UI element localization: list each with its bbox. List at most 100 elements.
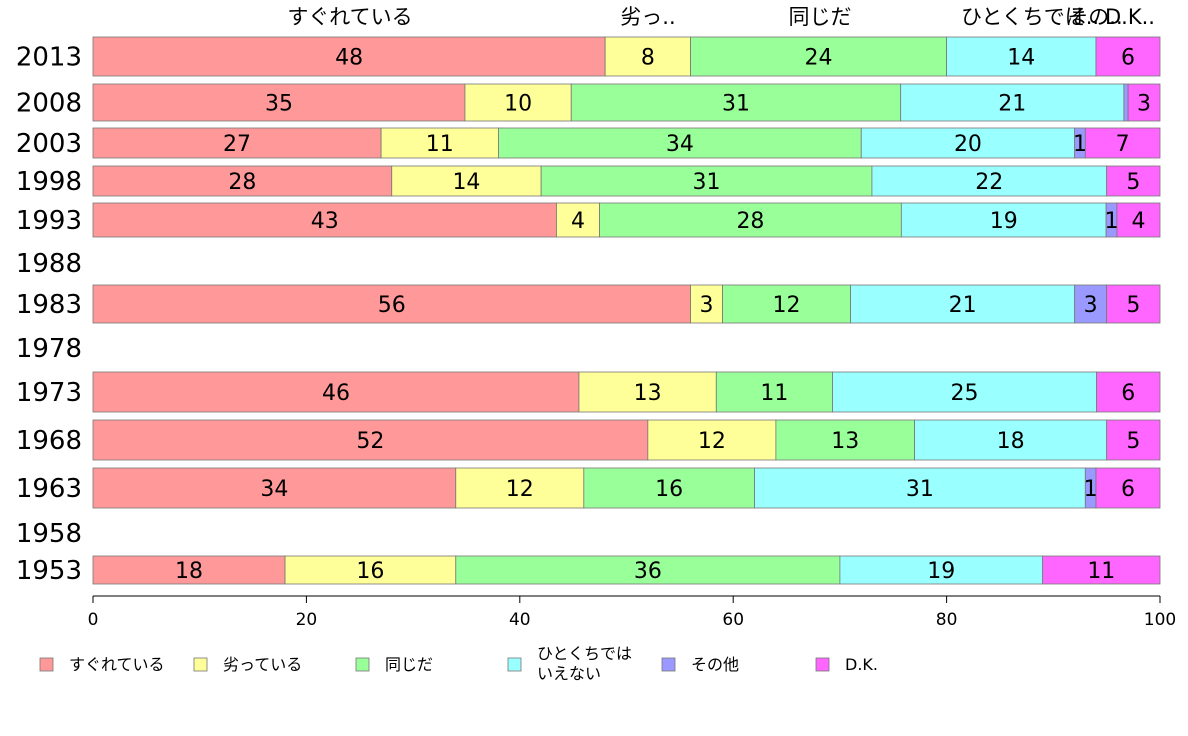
data-label: 1 [1073,132,1087,157]
year-label: 1998 [16,167,82,197]
data-label: 3 [1084,293,1098,318]
data-label: 19 [927,559,955,584]
bar-segment [722,284,851,324]
data-label: 11 [760,381,788,406]
year-label: 2013 [16,43,82,73]
year-label: 1953 [16,556,82,586]
data-label: 34 [260,477,288,502]
bar-segment [946,36,1097,77]
bar-segment [1106,165,1161,197]
bar-segment [1106,419,1161,461]
data-label: 31 [722,92,750,117]
top-label: 劣っ.. [620,5,675,29]
data-label: 5 [1126,170,1140,195]
bar-segment [850,284,1076,324]
bar-segment [1042,555,1161,585]
data-label: 5 [1126,293,1140,318]
bar-segment [1095,467,1161,509]
bar-segment [715,371,833,413]
year-label: 1978 [16,334,82,364]
bar-segment [599,202,902,238]
legend-swatch [507,657,522,672]
data-label: 12 [698,429,726,454]
data-label: 20 [954,132,982,157]
data-label: 25 [951,381,979,406]
data-label: 6 [1121,477,1135,502]
bar-segment [647,419,777,461]
data-label: 22 [975,170,1003,195]
data-label: 18 [175,559,203,584]
data-label: 21 [949,293,977,318]
data-label: 28 [736,209,764,234]
bar-segment [92,284,691,324]
data-label: 12 [773,293,801,318]
data-label: 8 [641,46,655,71]
bar-segment [900,202,1107,238]
top-label: その.. [1067,5,1122,29]
bar-segment [578,371,717,413]
data-label: 14 [452,170,480,195]
top-label: D.K.. [1105,5,1155,29]
data-label: 34 [666,132,694,157]
bar-segment [871,165,1108,197]
data-label: 13 [831,429,859,454]
data-label: 11 [1087,559,1115,584]
legend-label: D.K. [845,655,878,674]
data-label: 16 [655,477,683,502]
data-label: 31 [906,477,934,502]
data-label: 21 [998,92,1026,117]
bar-segment [832,371,1098,413]
data-label: 24 [805,46,833,71]
bar-segment [914,419,1108,461]
bar-segment [455,467,585,509]
data-label: 31 [693,170,721,195]
year-label: 1993 [16,206,82,236]
x-tick-label: 80 [936,610,958,630]
data-label: 36 [634,559,662,584]
bar-segment [900,83,1125,122]
data-label: 7 [1116,132,1130,157]
bar-segment [380,127,499,159]
data-label: 56 [378,293,406,318]
year-label: 2008 [16,89,82,119]
bar-segment [455,555,841,585]
data-label: 1 [1084,477,1098,502]
legend-swatch [661,657,676,672]
data-label: 6 [1121,46,1135,71]
year-label: 1958 [16,519,82,549]
year-labels: 2013 2008 2003 1998 1993 1988 1983 1978 1973 1968… [16,43,82,587]
year-label: 1983 [16,290,82,320]
bar-segment [464,83,572,122]
data-label: 43 [311,209,339,234]
bar-segment [92,36,606,77]
bar-segment [860,127,1076,159]
top-label: 同じだ [789,5,852,29]
bar-segment [92,202,557,238]
bar-segment [391,165,542,197]
data-label: 16 [356,559,384,584]
bar-segment [1106,284,1161,324]
bar-segment [570,83,902,122]
year-label: 1988 [16,249,82,279]
x-axis: 0 20 40 60 80 100 [88,595,1176,630]
legend-swatch [815,657,830,672]
bar-segment [92,555,286,585]
bar-segment [540,165,873,197]
data-label: 3 [1137,92,1151,117]
bar-segment [284,555,457,585]
data-label: 27 [223,132,251,157]
legend: すぐれている 劣っている 同じだ ひとくちではいえない その他 D.K. [39,644,878,683]
legend-label: ひとくちではいえない [537,644,632,683]
bar-segment [583,467,755,509]
x-tick-label: 20 [296,610,318,630]
year-label: 1968 [16,426,82,456]
bar-segment [754,467,1086,509]
bar-segment [498,127,862,159]
bar-segment [92,467,457,509]
top-labels: すぐれている 劣っ.. 同じだ ひとくちでは..その..D.K.. [287,5,1155,29]
data-label: 18 [997,429,1025,454]
data-label: 14 [1007,46,1035,71]
bar-segment [92,83,466,122]
bar-segment [92,127,382,159]
data-label: 10 [504,92,532,117]
